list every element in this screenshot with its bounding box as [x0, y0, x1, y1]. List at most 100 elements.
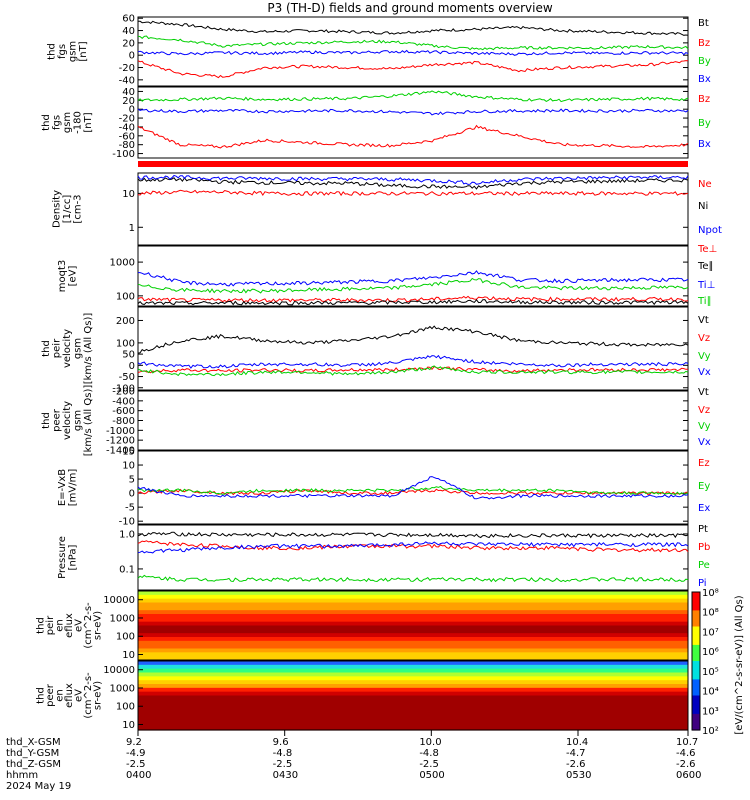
y-axis-label: peer [45, 683, 56, 707]
series-Ni [137, 177, 689, 190]
colorbar-segment [692, 642, 700, 646]
panel-4: 1000 100 moqt3 [eV] Te⊥ Te∥ Ti⊥ Ti∥ [57, 244, 718, 307]
ephemeris-label: thd_X-GSM [6, 737, 61, 748]
colorbar-segment [692, 594, 700, 598]
ephemeris-value: -4.7 [566, 748, 586, 759]
colorbar-label: [eV/(cm^2-s-sr-eV)] (All Qs) [734, 595, 745, 734]
y-tick-label: 0 [129, 105, 135, 116]
series-Ex [137, 476, 689, 500]
spectro-band [138, 598, 688, 604]
colorbar-segment [692, 631, 700, 634]
spectro-band [138, 640, 688, 646]
y-axis-label: [nT] [83, 112, 94, 132]
ephemeris-value: 0430 [272, 770, 299, 781]
series-Vy [137, 365, 689, 377]
series-By [137, 90, 689, 103]
legend-By: By [698, 118, 711, 129]
colorbar-segment [692, 700, 700, 703]
legend-Pi: Pi [698, 578, 707, 589]
colorbar-segment [692, 592, 700, 595]
y-tick-label: 40 [122, 26, 135, 37]
colorbar-segment [692, 720, 700, 724]
colorbar-segment [692, 709, 700, 713]
y-axis-label: (cm^2-s- [83, 672, 94, 719]
colorbar-segment [692, 713, 700, 717]
y-axis-label: thd [36, 687, 47, 704]
panel-frame [137, 524, 689, 591]
spectro-band [138, 621, 688, 627]
spectro-band [138, 668, 688, 674]
ephemeris-value: 0600 [676, 770, 702, 781]
y-tick-label: 0.1 [119, 564, 135, 575]
legend-Ni: Ni [698, 201, 708, 212]
ephemeris-value: -4.6 [676, 748, 696, 759]
colorbar-segment [692, 718, 700, 722]
y-axis-label: thd [46, 43, 57, 60]
panel-frame [137, 306, 689, 391]
y-axis-label: thd [41, 412, 52, 429]
ephemeris-value: -2.6 [566, 759, 586, 770]
ephemeris-value: 9.6 [272, 737, 289, 748]
colorbar-segment [692, 674, 700, 678]
spectro-band [138, 656, 688, 661]
colorbar-segment [692, 615, 700, 618]
y-axis-label: [km/s (All Qs)] [83, 313, 94, 385]
colorbar-segment [692, 619, 700, 623]
y-tick-label: -10 [119, 517, 135, 528]
series-Ti⊥ [138, 270, 689, 287]
panel-frame [137, 86, 689, 159]
panel-frame [137, 390, 689, 451]
colorbar-segment [692, 695, 700, 699]
series-Vz [137, 366, 688, 374]
colorbar-segment [692, 601, 700, 605]
y-tick-label: -5 [125, 503, 135, 514]
colorbar-segment [692, 663, 700, 667]
y-axis-label: fgs [57, 44, 68, 59]
series-Vx [137, 354, 689, 369]
colorbar-segment [692, 656, 700, 660]
y-tick-label: 0 [129, 51, 135, 62]
y-tick-label: 200 [116, 316, 135, 327]
colorbar-segment [692, 684, 700, 687]
y-tick-label: 100 [116, 632, 135, 643]
series-Pi [137, 541, 689, 554]
legend-Vx: Vx [698, 437, 711, 448]
y-tick-label: -40 [119, 122, 135, 133]
legend-Vy: Vy [698, 351, 711, 362]
legend-Ey: Ey [698, 481, 710, 492]
y-tick-label: 1000 [110, 683, 135, 694]
colorbar-segment [692, 596, 700, 600]
colorbar-segment [692, 651, 700, 655]
series-Ti∥ [137, 277, 689, 294]
y-tick-label: 5 [129, 475, 135, 486]
colorbar-segment [692, 688, 700, 692]
legend-Npot: Npot [698, 225, 722, 236]
legend-Ti∥: Ti∥ [697, 296, 712, 307]
ephemeris-value: -2.5 [126, 759, 146, 770]
panel-frame [137, 660, 689, 731]
colorbar-segment [692, 617, 700, 621]
spectro-band [138, 661, 688, 666]
y-axis-label: eflux [64, 613, 75, 638]
y-tick-label: -100 [112, 149, 135, 160]
spectro-band [138, 714, 688, 720]
ephemeris-value: -2.6 [676, 759, 696, 770]
colorbar-segment [692, 697, 700, 701]
y-tick-label: 1000 [110, 258, 135, 269]
y-tick-label: -1200 [106, 436, 135, 447]
y-tick-label: -200 [112, 387, 135, 398]
y-tick-label: 100 [116, 338, 135, 349]
y-tick-label: 10 [122, 189, 135, 200]
colorbar-segment [692, 626, 700, 630]
y-axis-label: sr-eV) [93, 681, 104, 710]
y-axis-label: en [55, 619, 66, 632]
y-axis-label: velocity [62, 401, 73, 440]
y-tick-label: -400 [112, 396, 135, 407]
ephemeris-label: thd_Y-GSM [6, 748, 60, 759]
colorbar-segment [692, 644, 700, 648]
spectro-band [138, 687, 688, 693]
colorbar-segment [692, 672, 700, 676]
colorbar-segment [692, 628, 700, 632]
spectro-band [138, 614, 688, 619]
